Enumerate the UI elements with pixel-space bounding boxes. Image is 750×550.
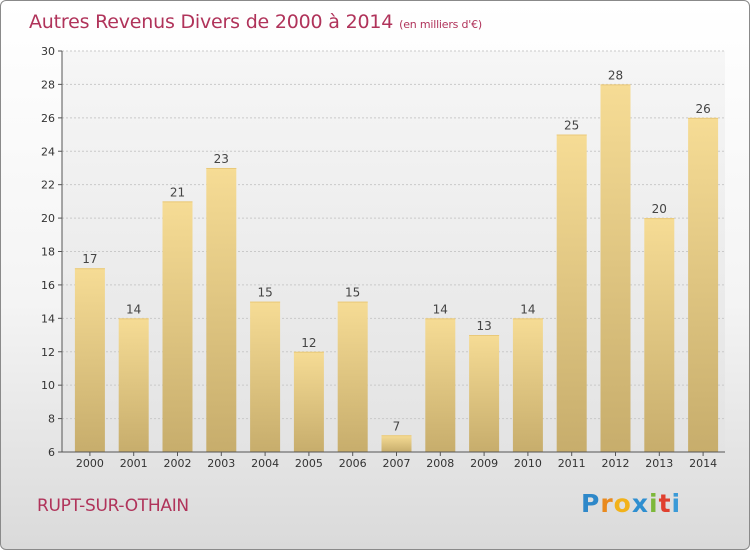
x-tick-label: 2014 [689, 457, 717, 470]
data-label: 25 [564, 119, 579, 133]
bar [425, 318, 456, 452]
x-tick-label: 2002 [164, 457, 192, 470]
y-tick-label: 16 [41, 279, 55, 292]
y-tick-label: 28 [41, 78, 55, 91]
x-tick-label: 2013 [645, 457, 673, 470]
bar [469, 335, 500, 452]
y-tick-label: 20 [41, 212, 55, 225]
title-text: Autres Revenus Divers de 2000 à 2014 [29, 11, 394, 33]
data-label: 12 [301, 336, 316, 350]
city-name: RUPT-SUR-OTHAIN [37, 496, 189, 516]
data-label: 28 [608, 68, 623, 82]
bar [293, 351, 324, 452]
x-tick-label: 2005 [295, 457, 323, 470]
y-tick-label: 18 [41, 246, 55, 259]
bar [556, 134, 587, 452]
y-tick-label: 30 [41, 45, 55, 58]
bar [600, 84, 631, 453]
y-tick-label: 24 [41, 145, 55, 158]
data-label: 15 [257, 286, 272, 300]
x-tick-label: 2012 [602, 457, 630, 470]
chart-title: Autres Revenus Divers de 2000 à 2014 (en … [29, 11, 482, 33]
data-labels: 17 14 21 23 15 12 15 7 14 13 14 25 28 20 26 [82, 68, 710, 433]
bar [162, 201, 193, 452]
data-label: 17 [82, 252, 97, 266]
bar [250, 301, 281, 452]
x-tick-label: 2010 [514, 457, 542, 470]
bar [206, 167, 237, 453]
data-label: 13 [476, 319, 491, 333]
x-tick-label: 2004 [251, 457, 279, 470]
x-tick-label: 2000 [76, 457, 104, 470]
y-tick-label: 8 [48, 413, 55, 426]
y-tick-label: 26 [41, 112, 55, 125]
y-tick-label: 12 [41, 346, 55, 359]
axes: 6 8 10 12 14 16 18 20 22 24 26 28 30 2000 2001 2002 2003… [41, 45, 725, 470]
y-tick-label: 22 [41, 179, 55, 192]
x-tick-label: 2006 [339, 457, 367, 470]
data-label: 14 [520, 302, 535, 316]
x-tick-label: 2009 [470, 457, 498, 470]
data-label: 14 [433, 302, 448, 316]
bars [74, 84, 719, 453]
bar [381, 435, 412, 452]
bar [74, 268, 105, 452]
x-tick-label: 2001 [120, 457, 148, 470]
y-tick-label: 14 [41, 312, 55, 325]
x-tick-label: 2007 [383, 457, 411, 470]
data-label: 15 [345, 286, 360, 300]
data-label: 14 [126, 302, 141, 316]
data-label: 20 [652, 202, 667, 216]
y-tick-label: 10 [41, 379, 55, 392]
x-tick-label: 2011 [558, 457, 586, 470]
proxiti-logo: Proxiti [581, 489, 682, 518]
data-label: 21 [170, 185, 185, 199]
bar [512, 318, 543, 452]
data-label: 26 [695, 102, 710, 116]
data-label: 7 [393, 419, 401, 433]
x-tick-label: 2003 [207, 457, 235, 470]
bar [118, 318, 149, 452]
bar [337, 301, 368, 452]
y-tick-label: 6 [48, 446, 55, 459]
x-tick-label: 2008 [426, 457, 454, 470]
data-label: 23 [214, 152, 229, 166]
title-unit: (en milliers d'€) [399, 18, 483, 31]
bar [644, 218, 675, 452]
bar [688, 117, 719, 452]
